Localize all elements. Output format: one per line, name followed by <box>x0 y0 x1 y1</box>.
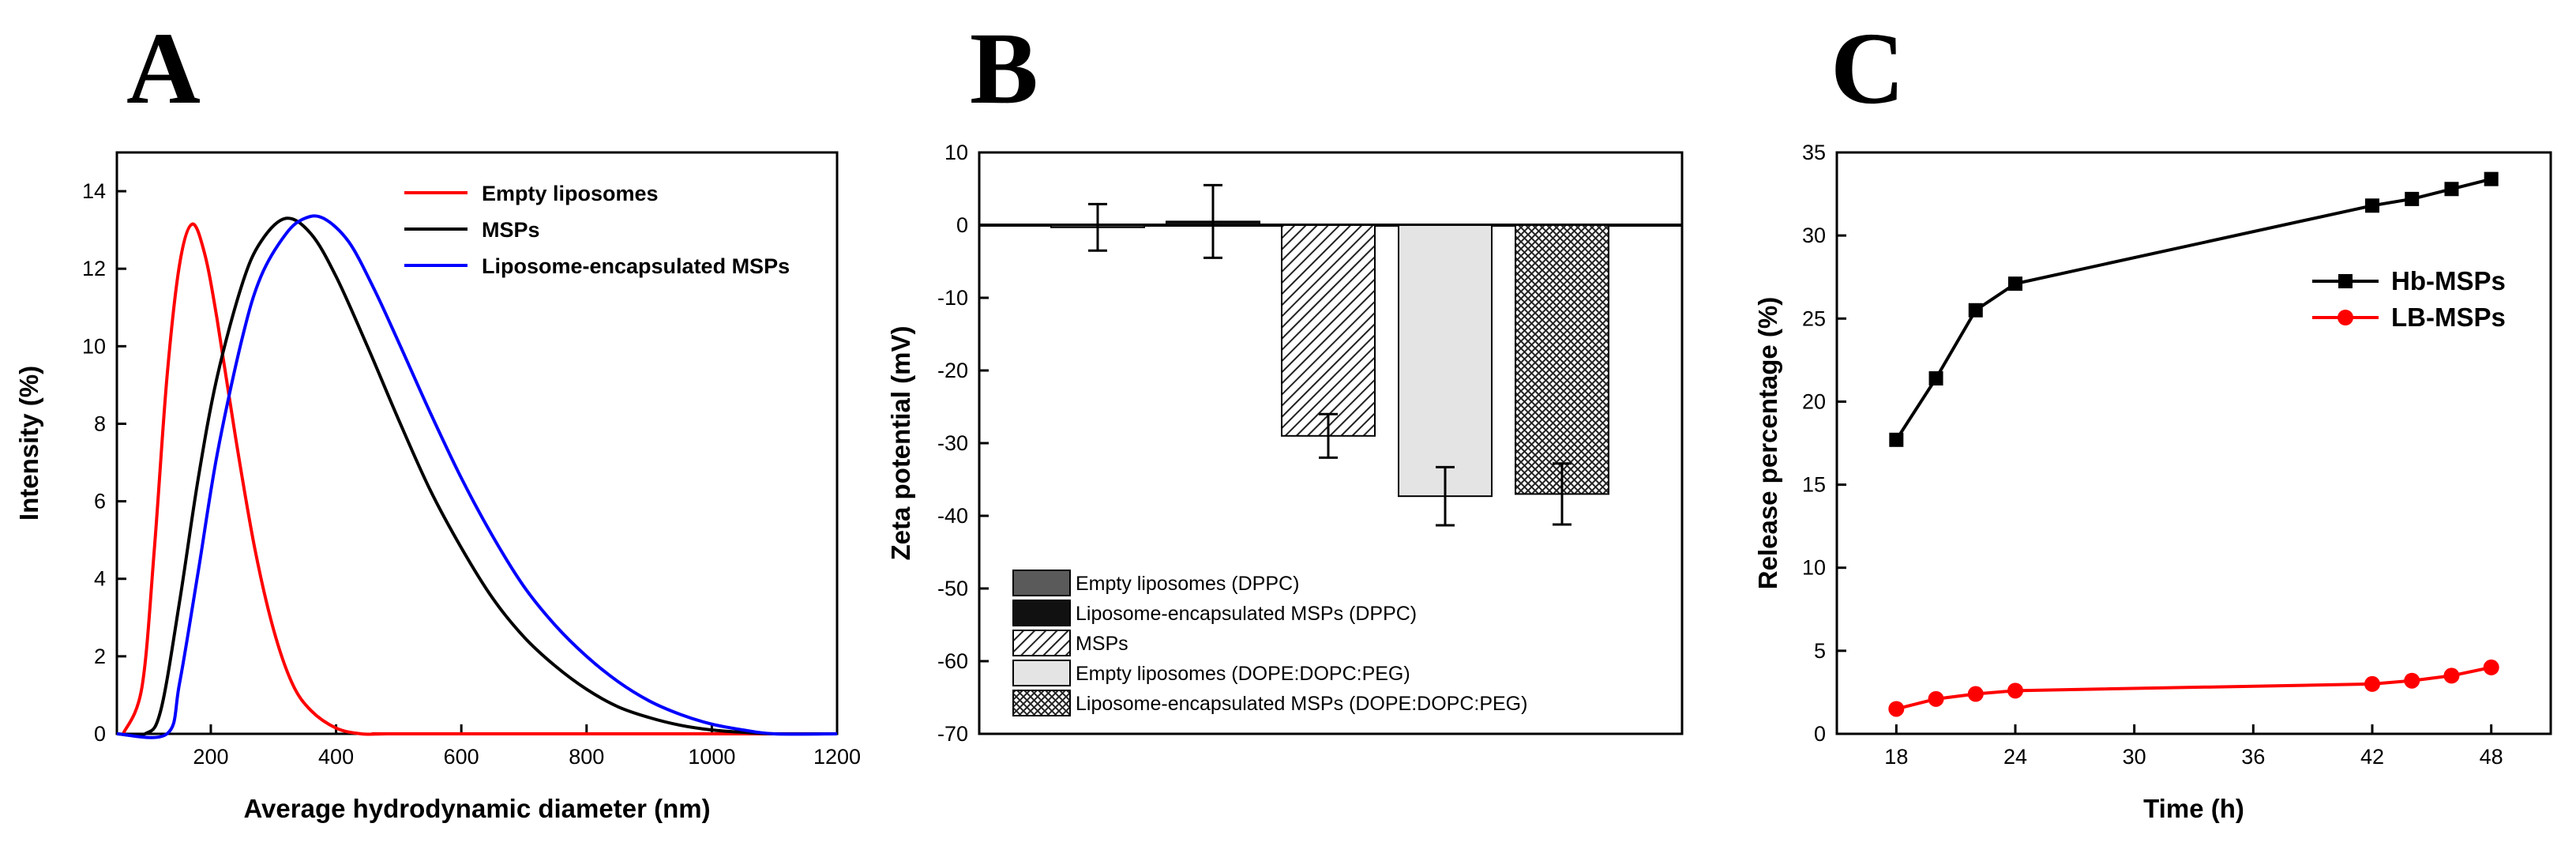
panel-c-point-0-0 <box>1889 432 1904 447</box>
panel-c-xtick-label: 36 <box>2241 745 2265 769</box>
panel-c-point-0-3 <box>2008 276 2022 291</box>
panel-c-xtick-label: 18 <box>1884 745 1908 769</box>
panel-a-ytick-label: 2 <box>94 645 106 668</box>
panel-letter-b: B <box>970 12 1038 126</box>
panel-c-ytick-label: 15 <box>1802 473 1826 497</box>
panel-b-bar-4 <box>1515 224 1609 495</box>
panel-c-legend-marker-0 <box>2338 274 2353 288</box>
panel-c-ytick-label: 20 <box>1802 389 1826 413</box>
panel-a-xtick-label: 1000 <box>688 745 735 769</box>
panel-c-xtick-label: 42 <box>2360 745 2384 769</box>
panel-a-ytick-label: 0 <box>94 722 106 746</box>
panel-a-series-line-1 <box>116 216 838 738</box>
panel-c-point-0-6 <box>2444 182 2459 197</box>
panel-letter-a: A <box>126 12 201 126</box>
panel-c-series-line-1 <box>1895 665 2492 711</box>
panel-c-point-1-7 <box>2483 659 2499 675</box>
panel-c-point-1-2 <box>1967 686 1984 702</box>
panel-b-ytick-label: -30 <box>937 431 968 455</box>
panel-b-ytick-label: -70 <box>937 722 968 746</box>
panel-c-ytick-label: 35 <box>1802 141 1826 164</box>
panel-a-series-line-0 <box>122 222 837 736</box>
panel-b-chart: 10 0 -10 -20 -30 -40 -50 -60 -70 Empty liposomes… <box>886 141 1684 746</box>
panel-c-xtick-label: 48 <box>2480 745 2503 769</box>
panel-c-legend-marker-1 <box>2338 310 2353 325</box>
panel-c-ytick-label: 0 <box>1814 722 1826 746</box>
panel-b-legend-label-1: Liposome-encapsulated MSPs (DPPC) <box>1076 603 1417 625</box>
panel-b-legend-swatch-0 <box>1012 570 1071 596</box>
panel-c-point-1-0 <box>1888 701 1905 717</box>
panel-a-xtick-label: 400 <box>318 745 354 769</box>
panel-b-ytick-label: -50 <box>937 577 968 600</box>
panel-b-ytick-label: 10 <box>944 141 968 164</box>
panel-c-ytick-label: 10 <box>1802 556 1826 580</box>
panel-c-ytick-label: 30 <box>1802 224 1826 247</box>
panel-c-point-0-7 <box>2484 171 2499 186</box>
panel-b-ytick-label: -60 <box>937 649 968 673</box>
panel-a-ytick-label: 6 <box>94 490 106 513</box>
panel-c-ytick-label: 5 <box>1814 639 1826 663</box>
panel-b-ytick-label: -10 <box>937 286 968 310</box>
panel-a-ytick-label: 12 <box>82 257 106 280</box>
panel-c-point-1-1 <box>1928 690 1944 707</box>
panel-a-legend-label-2: Liposome-encapsulated MSPs <box>482 254 790 278</box>
panel-a-xtick-label: 1200 <box>813 745 861 769</box>
panel-c-point-0-1 <box>1928 370 1943 385</box>
panel-a-xtick-label: 800 <box>569 745 604 769</box>
panel-a-ytick-label: 8 <box>94 412 106 435</box>
panel-c-point-0-5 <box>2405 191 2420 206</box>
panel-a-ylabel: Intensity (%) <box>14 366 43 521</box>
panel-a-ytick-label: 4 <box>94 567 106 591</box>
panel-b-legend-swatch-4 <box>1012 690 1071 716</box>
panel-c-legend-label-0: Hb-MSPs <box>2391 266 2506 295</box>
panel-c-chart: 18 24 30 36 42 48 0 5 10 15 20 25 30 35 Hb-MSPs LB-MSP… <box>1753 141 2552 823</box>
panel-b-legend-swatch-3 <box>1012 660 1071 686</box>
panel-b-ylabel: Zeta potential (mV) <box>886 325 915 560</box>
panel-c-point-1-6 <box>2443 667 2460 684</box>
panel-b-legend-label-3: Empty liposomes (DOPE:DOPC:PEG) <box>1076 663 1410 685</box>
panel-a-frame <box>115 151 839 735</box>
panel-c-point-0-4 <box>2365 198 2379 213</box>
panel-c-xtick-label: 24 <box>2003 745 2027 769</box>
panel-c-xlabel: Time (h) <box>2143 794 2244 823</box>
panel-b-legend-swatch-1 <box>1012 600 1071 626</box>
panel-a-xlabel: Average hydrodynamic diameter (nm) <box>243 794 710 823</box>
panel-b-legend-label-0: Empty liposomes (DPPC) <box>1076 573 1299 595</box>
panel-c-legend-label-1: LB-MSPs <box>2391 303 2506 332</box>
panel-a-chart: 200 400 600 800 1000 1200 0 2 4 6 8 10 12 14 Empty li… <box>14 151 861 823</box>
panel-c-point-1-5 <box>2404 672 2420 689</box>
panel-a-ytick-label: 10 <box>82 334 106 358</box>
panel-b-ytick-label: 0 <box>956 213 968 237</box>
panel-c-point-0-2 <box>1968 303 1983 318</box>
panel-b-ytick-label: -40 <box>937 504 968 528</box>
panel-a-xtick-label: 200 <box>193 745 228 769</box>
panel-c-frame <box>1835 151 2552 735</box>
panel-b-bar-3 <box>1398 224 1493 498</box>
panel-c-ylabel: Release percentage (%) <box>1753 297 1782 590</box>
panel-c-point-1-3 <box>2007 682 2023 699</box>
panel-b-legend-label-2: MSPs <box>1076 633 1128 655</box>
panel-c-xtick-label: 30 <box>2123 745 2146 769</box>
panel-a-xtick-label: 600 <box>444 745 479 769</box>
panel-b-legend-label-4: Liposome-encapsulated MSPs (DOPE:DOPC:PE… <box>1076 693 1527 715</box>
panel-c-ytick-label: 25 <box>1802 306 1826 330</box>
panel-b-bar-2 <box>1281 224 1376 437</box>
panel-c-point-1-4 <box>2364 675 2380 692</box>
panel-a-legend-label-1: MSPs <box>482 218 540 242</box>
panel-b-legend-swatch-2 <box>1012 630 1071 656</box>
panel-b-ytick-label: -20 <box>937 359 968 382</box>
panel-a-series-line-2 <box>116 214 838 739</box>
panel-a-ytick-label: 14 <box>82 179 106 203</box>
panel-a-legend-label-0: Empty liposomes <box>482 182 659 205</box>
panel-letter-c: C <box>1831 12 1905 126</box>
